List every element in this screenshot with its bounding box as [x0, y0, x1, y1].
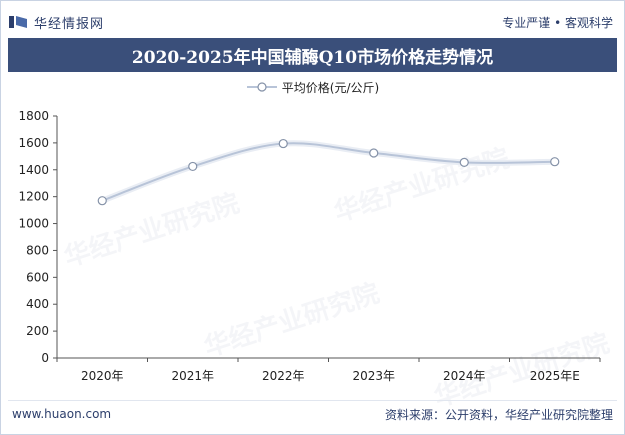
logo-icon — [9, 16, 27, 28]
data-point — [97, 196, 107, 206]
brand-name: 华经情报网 — [34, 16, 105, 32]
x-tick-label: 2023年 — [352, 369, 395, 383]
x-tick-label: 2020年 — [81, 369, 124, 383]
brand: 华经情报网 — [8, 13, 104, 32]
title-bar: 2020-2025年中国辅酶Q10市场价格走势情况 — [8, 38, 617, 72]
y-tick-label: 600 — [26, 270, 49, 284]
data-point — [550, 157, 560, 167]
site-link[interactable]: www.huaon.com — [12, 407, 112, 421]
y-tick-label: 1200 — [18, 190, 49, 204]
header: 华经情报网 专业严谨 • 客观科学 — [8, 8, 617, 36]
legend-swatch-icon — [246, 82, 277, 92]
data-point — [459, 157, 469, 167]
footer: www.huaon.com 资料来源：公开资料，华经产业研究院整理 — [8, 400, 617, 427]
x-tick-label: 2024年 — [443, 369, 486, 383]
y-tick-label: 0 — [41, 351, 49, 365]
series-line — [101, 142, 555, 202]
y-tick-label: 1800 — [18, 109, 49, 123]
data-point — [369, 148, 379, 158]
data-point — [188, 161, 198, 172]
y-tick-label: 1000 — [18, 217, 49, 231]
x-tick-label: 2021年 — [171, 369, 214, 383]
x-tick-label: 2022年 — [262, 369, 305, 383]
chart-title: 2020-2025年中国辅酶Q10市场价格走势情况 — [131, 47, 494, 68]
data-point — [278, 138, 288, 149]
y-tick-label: 400 — [26, 297, 49, 311]
slogan: 专业严谨 • 客观科学 — [502, 15, 613, 30]
legend: 平均价格(元/公斤) — [0, 78, 625, 96]
source-note: 资料来源：公开资料，华经产业研究院整理 — [384, 407, 613, 422]
x-tick-label: 2025年E — [530, 369, 580, 383]
legend-label: 平均价格(元/公斤) — [281, 80, 380, 95]
y-tick-label: 1600 — [18, 136, 49, 150]
y-tick-label: 1400 — [18, 163, 49, 177]
y-tick-label: 200 — [26, 324, 49, 338]
y-tick-label: 800 — [26, 243, 49, 257]
series-line-shadow — [99, 140, 558, 204]
